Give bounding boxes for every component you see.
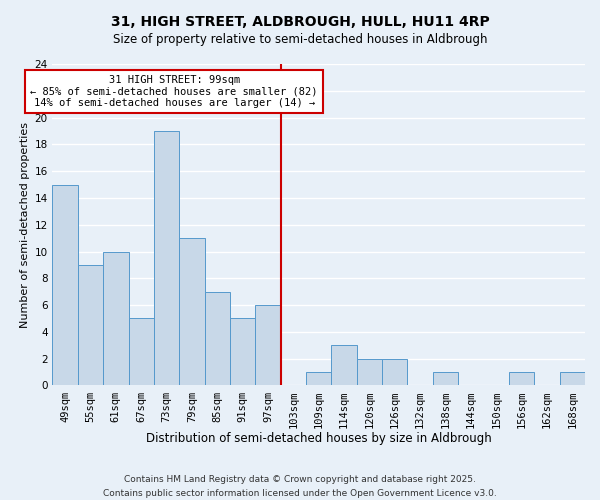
X-axis label: Distribution of semi-detached houses by size in Aldbrough: Distribution of semi-detached houses by … xyxy=(146,432,491,445)
Bar xyxy=(306,372,331,386)
Bar xyxy=(154,131,179,386)
Text: Size of property relative to semi-detached houses in Aldbrough: Size of property relative to semi-detach… xyxy=(113,32,487,46)
Text: 31 HIGH STREET: 99sqm
← 85% of semi-detached houses are smaller (82)
14% of semi: 31 HIGH STREET: 99sqm ← 85% of semi-deta… xyxy=(31,74,318,108)
Bar xyxy=(256,305,281,386)
Bar xyxy=(382,358,407,386)
Y-axis label: Number of semi-detached properties: Number of semi-detached properties xyxy=(20,122,30,328)
Bar xyxy=(205,292,230,386)
Bar xyxy=(560,372,585,386)
Bar xyxy=(509,372,534,386)
Text: 31, HIGH STREET, ALDBROUGH, HULL, HU11 4RP: 31, HIGH STREET, ALDBROUGH, HULL, HU11 4… xyxy=(110,15,490,29)
Bar xyxy=(357,358,382,386)
Bar xyxy=(52,184,78,386)
Bar xyxy=(78,265,103,386)
Bar xyxy=(128,318,154,386)
Bar xyxy=(331,346,357,386)
Bar xyxy=(230,318,256,386)
Bar xyxy=(103,252,128,386)
Bar xyxy=(179,238,205,386)
Text: Contains HM Land Registry data © Crown copyright and database right 2025.
Contai: Contains HM Land Registry data © Crown c… xyxy=(103,476,497,498)
Bar xyxy=(433,372,458,386)
